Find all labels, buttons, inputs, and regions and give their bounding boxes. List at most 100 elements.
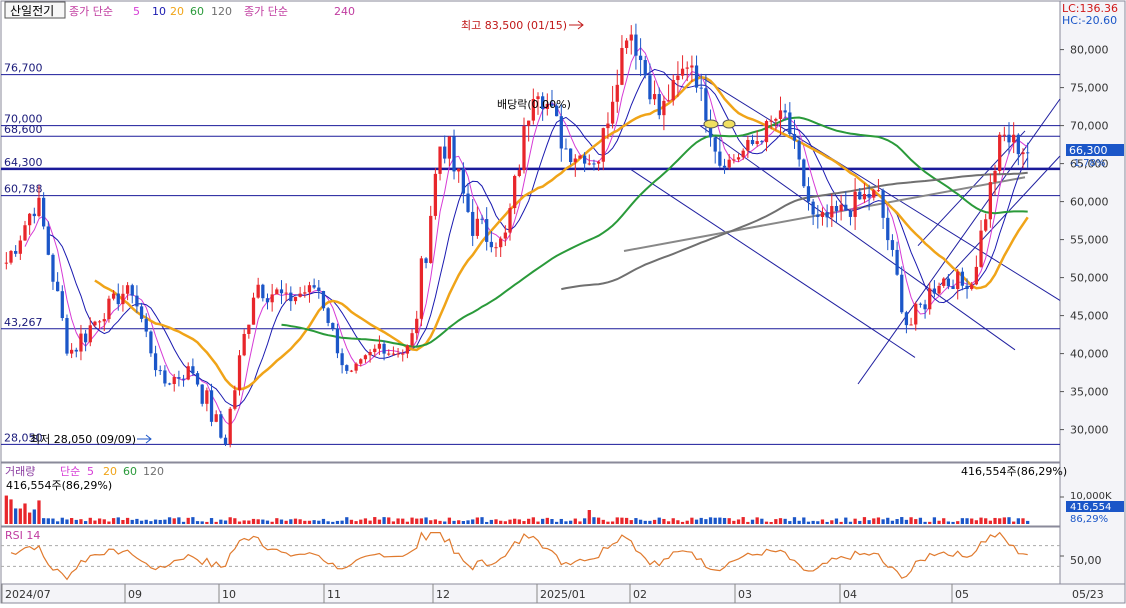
- date-axis-ticks: 2024/07 09 10 11 12 2025/01 02 03 04 05 05/23: [1, 584, 1104, 603]
- volume-bar: [825, 521, 829, 524]
- candle-body: [848, 210, 853, 217]
- price-tick-label: 35,000: [1070, 386, 1109, 399]
- volume-bar: [816, 521, 820, 524]
- price-tick-label: 65,000: [1070, 158, 1109, 171]
- price-tick-label: 40,000: [1070, 348, 1109, 361]
- volume-bar: [373, 517, 377, 524]
- low-annotation: 최저 28,050 (09/09): [30, 433, 136, 446]
- candle-body: [443, 146, 447, 159]
- candle-body: [830, 205, 834, 218]
- volume-bar: [489, 519, 493, 524]
- volume-bar: [718, 517, 722, 524]
- stock-name-box[interactable]: [4, 1, 66, 19]
- volume-bar: [303, 520, 307, 524]
- candle-body: [37, 197, 41, 217]
- candle-body: [79, 333, 83, 352]
- candle-body: [186, 366, 190, 380]
- volume-bar: [307, 520, 312, 524]
- candle-body: [335, 328, 340, 354]
- candle-body: [242, 333, 246, 356]
- candlesticks[interactable]: [4, 23, 1030, 448]
- volume-bar: [331, 521, 335, 524]
- candle-body: [685, 67, 689, 69]
- volume-bar: [32, 509, 36, 524]
- volume-bar: [690, 517, 694, 524]
- candle-body: [900, 274, 904, 313]
- candle-body: [923, 304, 927, 310]
- volume-panel[interactable]: [0, 462, 1061, 527]
- volume-bar: [629, 520, 633, 524]
- price-panel[interactable]: [0, 0, 1061, 463]
- volume-bar: [289, 519, 293, 524]
- volume-bar: [51, 518, 55, 524]
- horizontal-line-label: 43,267: [4, 316, 43, 329]
- candle-body: [652, 94, 657, 100]
- candle-body: [461, 168, 466, 194]
- volume-bar: [694, 519, 699, 524]
- volume-bar: [844, 517, 848, 524]
- volume-bar: [587, 510, 591, 524]
- candle-body: [774, 118, 778, 121]
- candle-body: [559, 116, 563, 149]
- candle-body: [494, 247, 498, 249]
- candle-body: [233, 390, 237, 409]
- candle-body: [167, 383, 172, 385]
- volume-bar: [764, 521, 769, 524]
- candle-body: [592, 163, 596, 165]
- candle-body: [228, 408, 232, 445]
- candle-body: [741, 150, 745, 158]
- volume-bar: [895, 519, 899, 524]
- date-tick-label: 10: [222, 588, 236, 601]
- volume-bar: [573, 518, 577, 524]
- candle-body: [732, 159, 736, 161]
- volume-bar: [713, 517, 717, 524]
- volume-bar: [88, 517, 92, 524]
- candle-body: [536, 96, 540, 99]
- trend-line: [623, 176, 1026, 252]
- candle-body: [382, 343, 386, 354]
- volume-bar: [1012, 521, 1016, 524]
- candle-body: [102, 319, 106, 322]
- volume-bar: [167, 517, 172, 524]
- volume-bar: [359, 519, 363, 524]
- candle-body: [629, 34, 633, 41]
- volume-bar: [517, 519, 521, 524]
- volume-bar: [732, 520, 736, 524]
- candle-body: [713, 137, 717, 152]
- candle-body: [205, 390, 209, 404]
- candle-body: [237, 355, 242, 391]
- volume-bar: [55, 521, 60, 524]
- volume-bar: [93, 520, 97, 524]
- ma-line-120: [561, 171, 1028, 291]
- candle-body: [993, 170, 997, 183]
- volume-bar: [783, 518, 787, 524]
- volume-bar: [317, 520, 321, 524]
- volume-bar: [676, 520, 680, 524]
- candle-body: [247, 324, 251, 334]
- volume-bar: [909, 517, 913, 524]
- volume-bar: [247, 520, 251, 524]
- candle-body: [326, 308, 330, 323]
- candle-body: [853, 191, 857, 217]
- candle-body: [289, 292, 293, 302]
- volume-bar: [405, 521, 410, 524]
- ma20-label: 20: [170, 5, 184, 18]
- volume-bar: [578, 521, 582, 524]
- volume-bar: [522, 521, 526, 524]
- candle-body: [139, 306, 144, 319]
- candle-body: [88, 325, 92, 343]
- volume-bar: [363, 518, 368, 524]
- candle-body: [172, 377, 176, 384]
- candle-body: [568, 148, 573, 163]
- candle-body: [872, 190, 876, 198]
- volume-bar: [648, 520, 652, 524]
- date-tick-label: 2025/01: [540, 588, 586, 601]
- candle-body: [405, 345, 410, 354]
- candle-body: [396, 353, 400, 355]
- volume-bar: [610, 521, 615, 524]
- candle-body: [74, 349, 78, 352]
- candle-body: [429, 215, 433, 263]
- rsi-panel[interactable]: [0, 526, 1061, 585]
- candle-body: [97, 321, 102, 323]
